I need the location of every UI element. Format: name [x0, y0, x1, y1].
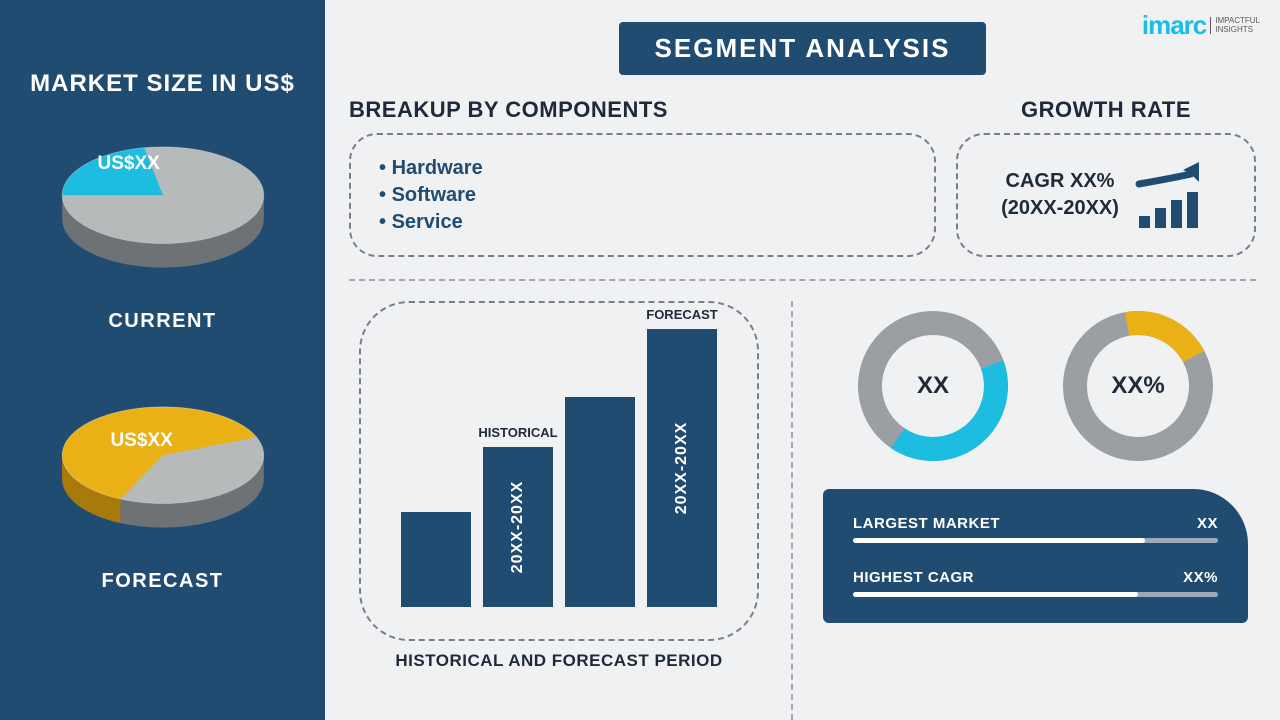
bar-top-label: FORECAST — [646, 307, 718, 322]
logo: imarc IMPACTFUL INSIGHTS — [1142, 10, 1260, 41]
breakup-title: BREAKUP BY COMPONENTS — [349, 97, 936, 123]
logo-tag-line2: INSIGHTS — [1215, 26, 1260, 35]
donut-xxpct: XX% — [1063, 311, 1213, 461]
progress-track — [853, 592, 1218, 597]
progress-fill — [853, 538, 1145, 543]
top-row: BREAKUP BY COMPONENTS Hardware Software … — [325, 75, 1280, 257]
logo-tagline: IMPACTFUL INSIGHTS — [1210, 17, 1260, 35]
growth-section: GROWTH RATE CAGR XX% (20XX-20XX) — [956, 97, 1256, 257]
info-row-label: HIGHEST CAGR — [853, 569, 974, 586]
progress-fill — [853, 592, 1138, 597]
info-row-value: XX% — [1183, 569, 1218, 586]
logo-text-cyan: imarc — [1142, 10, 1206, 40]
bar — [565, 397, 635, 607]
bars-box: HISTORICAL20XX-20XXFORECAST20XX-20XX — [359, 301, 759, 641]
breakup-item: Software — [379, 184, 906, 207]
info-row-label: LARGEST MARKET — [853, 515, 1000, 532]
pie-current-value: US$XX — [98, 153, 160, 175]
sidebar: MARKET SIZE IN US$ US$XX CURRENT US$XX F… — [0, 0, 325, 720]
growth-text: CAGR XX% (20XX-20XX) — [1001, 168, 1119, 222]
bars-section: HISTORICAL20XX-20XXFORECAST20XX-20XX HIS… — [349, 301, 769, 720]
pie-current-caption: CURRENT — [108, 310, 216, 333]
progress-track — [853, 538, 1218, 543]
growth-line2: (20XX-20XX) — [1001, 195, 1119, 222]
breakup-item: Service — [379, 211, 906, 234]
sidebar-title: MARKET SIZE IN US$ — [30, 70, 295, 98]
donut-xx-text: XX — [858, 311, 1008, 461]
pie-forecast-svg — [43, 388, 283, 548]
info-row: HIGHEST CAGR XX% — [853, 569, 1218, 597]
pie-current: US$XX — [43, 128, 283, 288]
bar-inner-label: 20XX-20XX — [673, 422, 691, 515]
pie-block-forecast: US$XX FORECAST — [43, 388, 283, 593]
growth-title: GROWTH RATE — [956, 97, 1256, 123]
right-col: XX XX% LARGEST MARKET XX HIGHEST CAGR XX… — [815, 301, 1256, 720]
bar-inner-label: 20XX-20XX — [509, 481, 527, 574]
growth-box: CAGR XX% (20XX-20XX) — [956, 133, 1256, 257]
pie-forecast: US$XX — [43, 388, 283, 548]
breakup-box: Hardware Software Service — [349, 133, 936, 257]
growth-icon — [1133, 160, 1211, 230]
v-divider — [791, 301, 793, 720]
info-row-value: XX — [1197, 515, 1218, 532]
page-title: SEGMENT ANALYSIS — [619, 22, 987, 75]
bar: HISTORICAL20XX-20XX — [483, 447, 553, 607]
bar-top-label: HISTORICAL — [478, 425, 557, 440]
bar: FORECAST20XX-20XX — [647, 329, 717, 607]
pie-block-current: US$XX CURRENT — [43, 128, 283, 333]
pie-forecast-value: US$XX — [111, 430, 173, 452]
breakup-item: Hardware — [379, 157, 906, 180]
breakup-section: BREAKUP BY COMPONENTS Hardware Software … — [349, 97, 936, 257]
info-row: LARGEST MARKET XX — [853, 515, 1218, 543]
bottom-row: HISTORICAL20XX-20XXFORECAST20XX-20XX HIS… — [325, 281, 1280, 720]
bars-caption: HISTORICAL AND FORECAST PERIOD — [395, 651, 722, 671]
info-card: LARGEST MARKET XX HIGHEST CAGR XX% — [823, 489, 1248, 623]
bar — [401, 512, 471, 607]
logo-mark: imarc — [1142, 10, 1206, 41]
growth-line1: CAGR XX% — [1001, 168, 1119, 195]
main: imarc IMPACTFUL INSIGHTS SEGMENT ANALYSI… — [325, 0, 1280, 720]
pie-forecast-caption: FORECAST — [102, 570, 224, 593]
donut-xxpct-text: XX% — [1063, 311, 1213, 461]
donut-xx: XX — [858, 311, 1008, 461]
pie-current-svg — [43, 128, 283, 288]
growth-icon-svg — [1133, 160, 1211, 230]
bars-area: HISTORICAL20XX-20XXFORECAST20XX-20XX — [389, 327, 729, 607]
donuts: XX XX% — [815, 311, 1256, 461]
